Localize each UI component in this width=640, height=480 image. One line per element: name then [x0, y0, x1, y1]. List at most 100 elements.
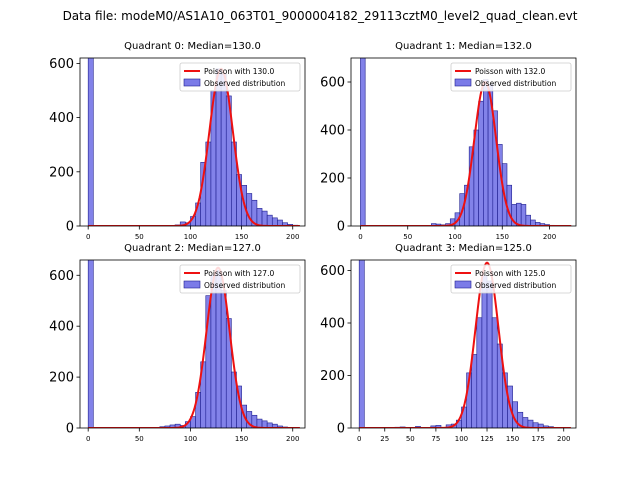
histogram-bar — [483, 79, 489, 226]
quadrant-3-panel: Quadrant 3: Median=125.0 0 25 50 75 100 125 15… — [320, 243, 577, 443]
x-tick-label: 150 — [496, 233, 509, 241]
y-tick-label: 200 — [49, 165, 74, 180]
histogram-bar — [520, 204, 527, 226]
x-tick-label: 150 — [506, 435, 519, 443]
legend-box — [179, 62, 301, 92]
y-tick-label: 600 — [320, 76, 345, 91]
y-tick-label: 200 — [320, 369, 345, 384]
histogram-bar — [476, 317, 483, 428]
y-tick-label: 200 — [320, 172, 345, 187]
panel-title: Quadrant 0: Median=130.0 — [124, 41, 261, 52]
x-tick-label: 100 — [184, 233, 197, 241]
legend-poisson-label: Poisson with 127.0 — [204, 269, 274, 278]
y-tick-label: 600 — [49, 57, 74, 72]
x-tick-label: 100 — [448, 233, 461, 241]
histogram-bar — [215, 68, 222, 226]
histogram-bar — [210, 274, 217, 428]
legend-observed-label: Observed distribution — [204, 281, 285, 290]
histogram-bar — [215, 269, 222, 428]
x-tick-label: 200 — [286, 233, 299, 241]
legend-bar-swatch — [183, 78, 201, 87]
legend-poisson-label: Poisson with 125.0 — [475, 269, 545, 278]
legend-box — [450, 264, 572, 294]
y-tick-label: 400 — [320, 124, 345, 139]
x-tick-label: 100 — [184, 435, 197, 443]
y-tick-label: 0 — [337, 422, 345, 437]
x-tick-label: 0 — [357, 435, 361, 443]
histogram-bar — [87, 58, 94, 226]
histogram-bar — [516, 202, 522, 226]
x-tick-label: 50 — [135, 435, 144, 443]
x-tick-label: 175 — [531, 435, 544, 443]
x-tick-label: 200 — [557, 435, 570, 443]
legend-observed-label: Observed distribution — [475, 281, 556, 290]
poisson-curve — [360, 80, 572, 226]
legend-box — [179, 264, 301, 294]
axes-frame — [350, 57, 577, 227]
histogram-bar — [87, 260, 94, 428]
panel-title: Quadrant 2: Median=127.0 — [124, 243, 261, 254]
poisson-curve — [88, 67, 300, 226]
histogram-bar — [360, 58, 366, 226]
legend-bar-swatch — [454, 78, 472, 87]
histogram-bar — [486, 280, 493, 428]
histogram-bar — [435, 425, 442, 428]
y-tick-label: 0 — [66, 220, 74, 235]
histogram-bar — [481, 275, 488, 428]
panel-title: Quadrant 1: Median=132.0 — [395, 41, 532, 52]
y-tick-label: 400 — [49, 320, 74, 335]
axes-frame — [79, 259, 306, 429]
histogram-bar — [525, 214, 531, 226]
x-tick-label: 150 — [235, 435, 248, 443]
x-tick-label: 50 — [406, 435, 415, 443]
y-tick-label: 200 — [49, 371, 74, 386]
axes-frame — [79, 57, 306, 227]
legend-bar-swatch — [183, 280, 201, 289]
legend-observed-label: Observed distribution — [204, 79, 285, 88]
legend-poisson-label: Poisson with 132.0 — [475, 67, 545, 76]
histogram-bar — [358, 260, 365, 428]
legend: Poisson with 125.0 Observed distribution — [450, 264, 572, 294]
y-tick-label: 400 — [320, 317, 345, 332]
x-tick-label: 125 — [480, 435, 493, 443]
x-tick-label: 0 — [358, 233, 362, 241]
x-tick-label: 0 — [86, 435, 90, 443]
histogram-bar — [491, 317, 498, 428]
quadrant-2-panel: Quadrant 2: Median=127.0 0 50 100 150 200 0 20… — [49, 243, 306, 443]
x-tick-label: 25 — [380, 435, 389, 443]
y-tick-label: 400 — [49, 111, 74, 126]
quadrant-0-panel: Quadrant 0: Median=130.0 0 50 100 150 200 0 20… — [49, 41, 306, 241]
y-tick-label: 600 — [320, 264, 345, 279]
legend: Poisson with 132.0 Observed distribution — [450, 62, 572, 92]
y-tick-label: 600 — [49, 269, 74, 284]
y-tick-label: 0 — [66, 422, 74, 437]
histogram-bar — [471, 354, 478, 428]
x-tick-label: 200 — [543, 233, 556, 241]
histogram-bar — [256, 208, 263, 226]
figure-title: Data file: modeM0/AS1A10_063T01_90000041… — [63, 9, 578, 23]
quadrant-1-panel: Quadrant 1: Median=132.0 0 50 100 150 200 0 20… — [320, 41, 577, 241]
x-tick-label: 200 — [286, 435, 299, 443]
x-tick-label: 100 — [455, 435, 468, 443]
histogram-bar — [220, 290, 227, 428]
histogram-bar — [478, 100, 484, 226]
histogram-bar — [271, 217, 278, 226]
histogram-bar — [261, 210, 268, 226]
legend-poisson-label: Poisson with 130.0 — [204, 67, 274, 76]
legend-bar-swatch — [454, 280, 472, 289]
x-tick-label: 50 — [403, 233, 412, 241]
legend-observed-label: Observed distribution — [475, 79, 556, 88]
legend: Poisson with 130.0 Observed distribution — [179, 62, 301, 92]
histogram-bar — [220, 73, 227, 226]
legend: Poisson with 127.0 Observed distribution — [179, 264, 301, 294]
x-tick-label: 50 — [135, 233, 144, 241]
legend-box — [450, 62, 572, 92]
panel-title: Quadrant 3: Median=125.0 — [395, 243, 532, 254]
x-tick-label: 75 — [431, 435, 440, 443]
x-tick-label: 150 — [235, 233, 248, 241]
axes-frame — [350, 259, 577, 429]
histogram-bar — [266, 214, 273, 226]
x-tick-label: 0 — [86, 233, 90, 241]
y-tick-label: 0 — [337, 220, 345, 235]
